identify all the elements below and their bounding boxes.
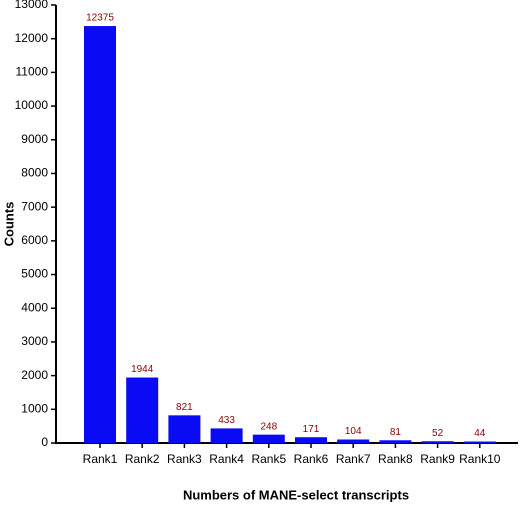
value-label: 52 bbox=[432, 428, 444, 439]
y-axis-title: Counts bbox=[1, 202, 16, 247]
y-tick-label: 12000 bbox=[15, 31, 49, 45]
bar bbox=[337, 439, 370, 443]
x-tick-label: Rank8 bbox=[378, 452, 413, 466]
x-tick-label: Rank6 bbox=[294, 452, 329, 466]
y-tick-label: 10000 bbox=[15, 98, 49, 112]
y-tick-label: 2000 bbox=[21, 368, 48, 382]
y-tick-label: 13000 bbox=[15, 0, 49, 11]
y-tick-label: 7000 bbox=[21, 199, 48, 213]
x-tick-label: Rank7 bbox=[336, 452, 371, 466]
bar bbox=[252, 434, 285, 443]
value-label: 248 bbox=[260, 421, 277, 432]
value-label: 433 bbox=[218, 415, 235, 426]
bar bbox=[295, 437, 327, 443]
x-tick-label: Rank1 bbox=[83, 452, 118, 466]
y-tick-label: 4000 bbox=[21, 300, 48, 314]
bar bbox=[463, 441, 496, 443]
x-tick-label: Rank9 bbox=[420, 452, 455, 466]
x-axis-title: Numbers of MANE-select transcripts bbox=[183, 487, 409, 502]
y-tick-label: 1000 bbox=[21, 401, 48, 415]
x-tick-label: Rank5 bbox=[251, 452, 286, 466]
value-label: 821 bbox=[176, 402, 193, 413]
value-label: 104 bbox=[345, 426, 362, 437]
x-tick-label: Rank2 bbox=[125, 452, 160, 466]
bar bbox=[210, 428, 243, 443]
y-tick-label: 6000 bbox=[21, 233, 48, 247]
value-label: 12375 bbox=[86, 13, 114, 24]
y-tick-label: 0 bbox=[41, 435, 48, 449]
bar bbox=[126, 377, 159, 443]
y-tick-label: 8000 bbox=[21, 166, 48, 180]
x-tick-label: Rank3 bbox=[167, 452, 202, 466]
bar bbox=[84, 26, 116, 444]
y-tick-label: 5000 bbox=[21, 267, 48, 281]
bar bbox=[379, 440, 412, 443]
y-tick-label: 9000 bbox=[21, 132, 48, 146]
value-label: 81 bbox=[390, 427, 402, 438]
value-label: 44 bbox=[474, 428, 486, 439]
bar bbox=[168, 415, 201, 443]
y-tick-label: 11000 bbox=[16, 65, 49, 79]
x-tick-label: Rank10 bbox=[459, 452, 501, 466]
bar bbox=[421, 441, 454, 443]
value-label: 171 bbox=[303, 424, 320, 435]
value-label: 1944 bbox=[131, 364, 154, 375]
x-tick-label: Rank4 bbox=[209, 452, 244, 466]
y-tick-label: 3000 bbox=[21, 334, 48, 348]
